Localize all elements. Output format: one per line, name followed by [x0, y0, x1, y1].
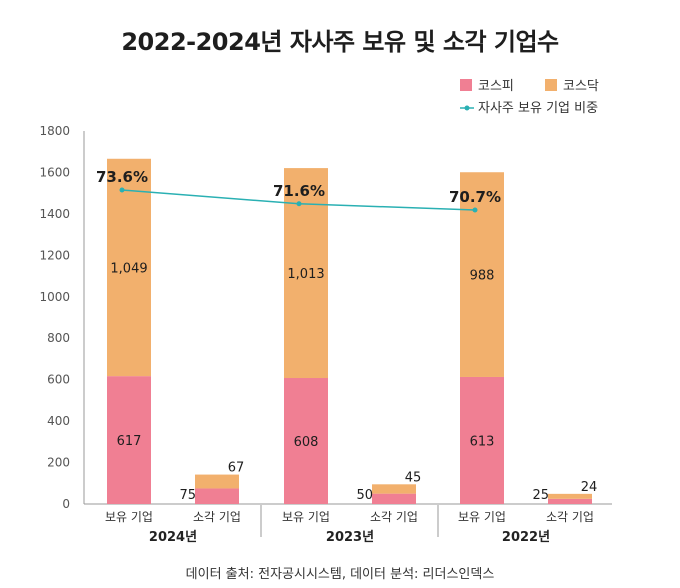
data-label-kospi: 75	[179, 488, 196, 503]
y-tick-label: 1800	[39, 124, 70, 138]
x-group-label: 2022년	[502, 530, 550, 545]
legend-label-kosdaq: 코스닥	[563, 79, 599, 94]
bar-kospi	[372, 493, 416, 504]
x-category-label: 보유 기업	[282, 510, 330, 524]
x-category-label: 보유 기업	[105, 510, 153, 524]
bar-kosdaq	[460, 172, 504, 377]
bar-kosdaq	[372, 484, 416, 494]
x-category-label: 보유 기업	[458, 510, 506, 524]
x-group-label: 2024년	[149, 530, 197, 545]
bar-kospi	[195, 488, 239, 504]
bar-kospi	[460, 376, 504, 504]
chart-title: 2022-2024년 자사주 보유 및 소각 기업수	[121, 28, 559, 56]
y-tick-label: 200	[47, 456, 70, 470]
data-label-kosdaq: 1,013	[287, 267, 324, 282]
line-share-point	[119, 187, 125, 193]
chart: 0 200 400 600 800 1000 1200 1400 1600 1800 617 1,04…	[39, 79, 612, 545]
y-tick-label: 1000	[39, 290, 70, 304]
y-tick-label: 1600	[39, 165, 70, 179]
legend-label-kospi: 코스피	[478, 79, 514, 94]
line-share-label: 73.6%	[96, 168, 148, 186]
line-share-point	[296, 201, 302, 207]
bar-kosdaq	[548, 493, 592, 499]
y-tick-label: 800	[47, 331, 70, 345]
line-share-label: 70.7%	[449, 188, 501, 206]
bar-kosdaq	[107, 158, 151, 377]
legend-label-line: 자사주 보유 기업 비중	[478, 101, 598, 116]
legend-swatch-kosdaq	[545, 79, 557, 91]
data-label-kospi: 608	[294, 435, 319, 450]
data-label-kosdaq: 45	[405, 470, 422, 485]
bar-kospi	[548, 498, 592, 504]
chart-source: 데이터 출처: 전자공시시스템, 데이터 분석: 리더스인덱스	[185, 567, 495, 582]
data-label-kospi: 613	[470, 434, 495, 449]
data-label-kosdaq: 24	[581, 480, 598, 495]
data-label-kosdaq: 1,049	[110, 261, 147, 276]
legend-swatch-line-point	[464, 105, 470, 111]
x-category-label: 소각 기업	[193, 510, 241, 524]
line-share-label: 71.6%	[273, 182, 325, 200]
y-tick-label: 1200	[39, 248, 70, 262]
bar-kospi	[284, 378, 328, 504]
data-label-kospi: 617	[117, 434, 142, 449]
x-group-label: 2023년	[326, 530, 374, 545]
data-label-kospi: 25	[532, 488, 549, 503]
data-label-kosdaq: 988	[470, 269, 495, 284]
y-tick-label: 1400	[39, 207, 70, 221]
bar-kosdaq	[195, 474, 239, 489]
legend-swatch-kospi	[460, 79, 472, 91]
x-category-label: 소각 기업	[546, 510, 594, 524]
x-category-label: 소각 기업	[370, 510, 418, 524]
line-share-point	[472, 207, 478, 213]
y-tick-label: 0	[62, 497, 70, 511]
y-tick-label: 600	[47, 373, 70, 387]
data-label-kosdaq: 67	[228, 461, 245, 476]
bar-kospi	[107, 376, 151, 504]
y-tick-label: 400	[47, 414, 70, 428]
data-label-kospi: 50	[356, 488, 373, 503]
